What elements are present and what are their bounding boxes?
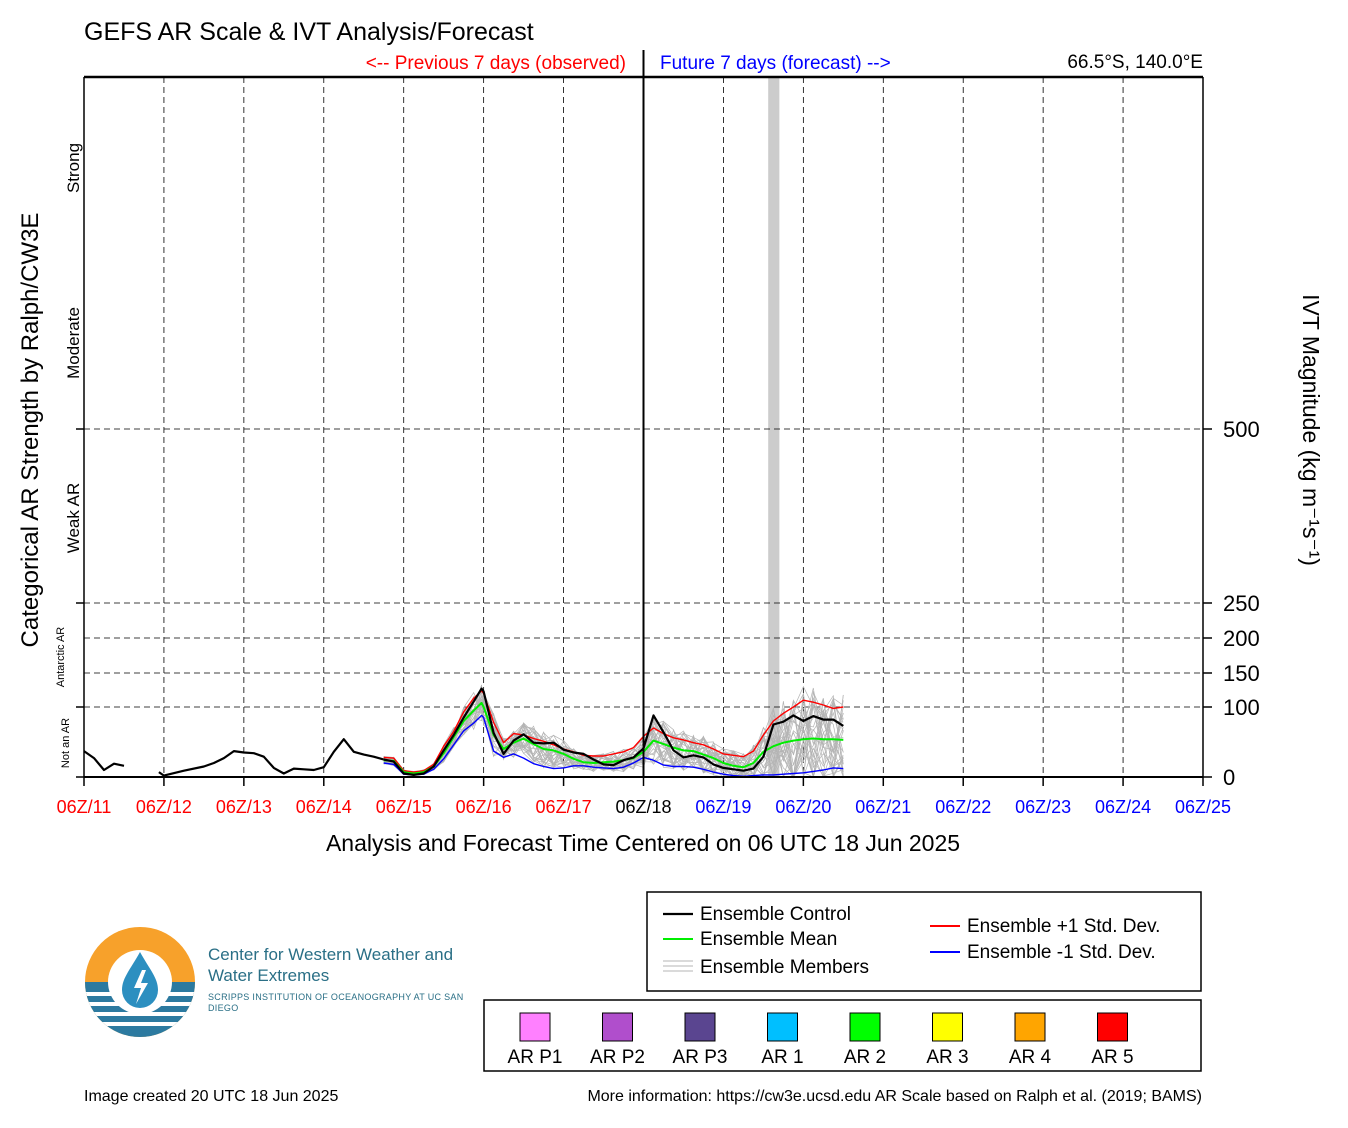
category-not-an-ar: Not an AR — [60, 718, 72, 768]
ensemble-legend-box — [646, 891, 1202, 992]
ar-scale-swatch — [1014, 1012, 1046, 1042]
y-tick-label: 200 — [1223, 626, 1260, 651]
y-tick-label: 100 — [1223, 695, 1260, 720]
x-tick-label: 06Z/14 — [296, 797, 352, 817]
minus-std-series-line — [383, 714, 844, 777]
logo-org-name: Center for Western Weather and Water Ext… — [208, 945, 454, 985]
previous-7-days-label: <-- Previous 7 days (observed) — [366, 53, 626, 74]
y-tick-label: 150 — [1223, 661, 1260, 686]
category-antarctic-ar: Antarctic AR — [55, 627, 67, 688]
right-axis-title: IVT Magnitude (kg m⁻¹s⁻¹) — [1298, 294, 1324, 566]
location-label: 66.5°S, 140.0°E — [1067, 52, 1203, 73]
x-tick-label: 06Z/20 — [775, 797, 831, 817]
ar-scale-label: AR P1 — [508, 1047, 563, 1068]
left-axis-title: Categorical AR Strength by Ralph/CW3E — [17, 213, 44, 648]
legend-mean-label: Ensemble Mean — [700, 929, 837, 950]
x-tick-label: 06Z/12 — [136, 797, 192, 817]
x-tick-label: 06Z/16 — [456, 797, 512, 817]
legend-plus-std-label: Ensemble +1 Std. Dev. — [967, 916, 1160, 937]
x-tick-label: 06Z/21 — [855, 797, 911, 817]
ar-scale-label: AR 2 — [844, 1047, 886, 1068]
legend-members-swatch — [663, 960, 693, 972]
shaded-interval — [768, 77, 780, 777]
ar-scale-swatch — [932, 1012, 963, 1042]
plus-std-series-line — [383, 690, 844, 773]
chart-title: GEFS AR Scale & IVT Analysis/Forecast — [84, 18, 534, 46]
ar-scale-label: AR 5 — [1091, 1047, 1133, 1068]
future-7-days-label: Future 7 days (forecast) --> — [660, 53, 891, 74]
y-tick-label: 0 — [1223, 765, 1235, 790]
ar-scale-label: AR 4 — [1009, 1047, 1052, 1068]
control-series-line — [83, 750, 125, 772]
ar-scale-swatch — [767, 1012, 798, 1042]
ar-scale-label: AR P3 — [673, 1047, 728, 1068]
cw3e-logo-mark — [85, 927, 195, 1037]
x-tick-label: 06Z/23 — [1015, 797, 1071, 817]
ar-scale-swatch — [1097, 1012, 1128, 1042]
logo-institution: SCRIPPS INSTITUTION OF OCEANOGRAPHY AT U… — [208, 992, 464, 1013]
x-tick-label: 06Z/19 — [695, 797, 751, 817]
more-info-label: More information: https://cw3e.ucsd.edu … — [587, 1088, 1202, 1105]
ar-scale-label: AR 1 — [761, 1047, 803, 1068]
x-tick-label: 06Z/24 — [1095, 797, 1151, 817]
x-tick-label: 06Z/13 — [216, 797, 272, 817]
legend-minus-std-label: Ensemble -1 Std. Dev. — [967, 942, 1156, 963]
x-tick-label: 06Z/18 — [615, 797, 671, 817]
category-weak-ar: Weak AR — [64, 483, 83, 554]
ar-scale-label: AR P2 — [590, 1047, 645, 1068]
control-series-line — [383, 687, 844, 777]
image-created-label: Image created 20 UTC 18 Jun 2025 — [84, 1088, 339, 1105]
category-strong: Strong — [64, 143, 83, 193]
ar-scale-swatch — [684, 1012, 716, 1042]
ar-scale-swatch — [849, 1012, 881, 1042]
y-tick-label: 250 — [1223, 591, 1260, 616]
x-tick-label: 06Z/11 — [57, 797, 112, 817]
x-tick-label: 06Z/25 — [1175, 797, 1231, 817]
y-tick-label: 500 — [1223, 417, 1260, 442]
x-tick-label: 06Z/17 — [536, 797, 592, 817]
x-axis-title: Analysis and Forecast Time Centered on 0… — [326, 830, 960, 856]
x-tick-label: 06Z/22 — [935, 797, 991, 817]
cw3e-logo: Center for Western Weather and Water Ext… — [84, 926, 464, 1038]
control-series-line — [158, 738, 384, 777]
category-moderate: Moderate — [64, 307, 83, 379]
ar-scale-swatch — [519, 1012, 551, 1042]
ar-scale-label: AR 3 — [926, 1047, 968, 1068]
legend-control-label: Ensemble Control — [700, 904, 851, 925]
ensemble-member-line — [383, 684, 844, 778]
x-tick-label: 06Z/15 — [376, 797, 432, 817]
ar-scale-swatch — [602, 1012, 633, 1042]
legend-members-label: Ensemble Members — [700, 957, 869, 978]
